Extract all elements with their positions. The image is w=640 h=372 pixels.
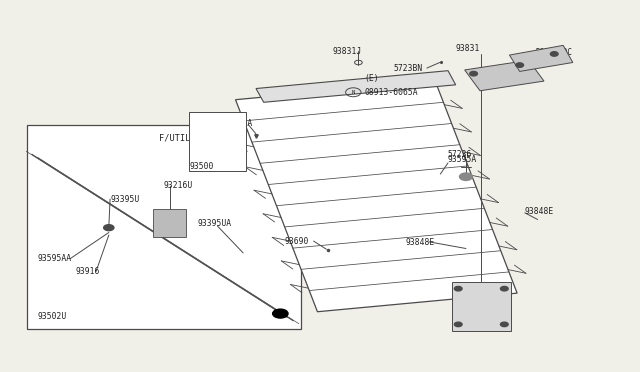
Circle shape <box>454 322 462 327</box>
Text: 93500: 93500 <box>189 162 214 171</box>
Text: 08913-6065A: 08913-6065A <box>365 88 419 97</box>
Circle shape <box>516 63 524 67</box>
Text: 93690: 93690 <box>285 237 309 246</box>
Text: 93831J: 93831J <box>333 47 362 56</box>
Text: 93848E: 93848E <box>406 238 435 247</box>
Text: 57236: 57236 <box>448 150 472 159</box>
Polygon shape <box>236 81 517 312</box>
Text: (E): (E) <box>365 74 380 83</box>
Circle shape <box>500 322 508 327</box>
Polygon shape <box>465 60 544 91</box>
FancyBboxPatch shape <box>27 125 301 329</box>
Circle shape <box>500 286 508 291</box>
Circle shape <box>550 52 558 56</box>
Text: 93916: 93916 <box>76 267 100 276</box>
Circle shape <box>454 286 462 291</box>
Text: N: N <box>351 90 355 95</box>
FancyBboxPatch shape <box>452 282 511 331</box>
Circle shape <box>273 309 288 318</box>
Polygon shape <box>256 71 456 102</box>
Text: F/UTILITY BED: F/UTILITY BED <box>159 133 227 142</box>
Circle shape <box>104 225 114 231</box>
Text: 93831: 93831 <box>456 44 480 53</box>
Text: 93502U: 93502U <box>37 312 67 321</box>
Circle shape <box>470 71 477 76</box>
Text: R997000C: R997000C <box>535 48 572 57</box>
Text: 93395U: 93395U <box>110 195 140 203</box>
FancyBboxPatch shape <box>189 112 246 171</box>
Text: 93595A: 93595A <box>448 155 477 164</box>
FancyBboxPatch shape <box>153 209 186 237</box>
Text: 93595AA: 93595AA <box>37 254 71 263</box>
Polygon shape <box>509 45 573 71</box>
Text: 5723BN: 5723BN <box>394 64 423 73</box>
Text: 93825A: 93825A <box>224 119 253 128</box>
Circle shape <box>460 173 472 180</box>
Text: 93848E: 93848E <box>525 207 554 216</box>
Text: 93395UA: 93395UA <box>197 219 231 228</box>
Text: 93216U: 93216U <box>163 182 193 190</box>
